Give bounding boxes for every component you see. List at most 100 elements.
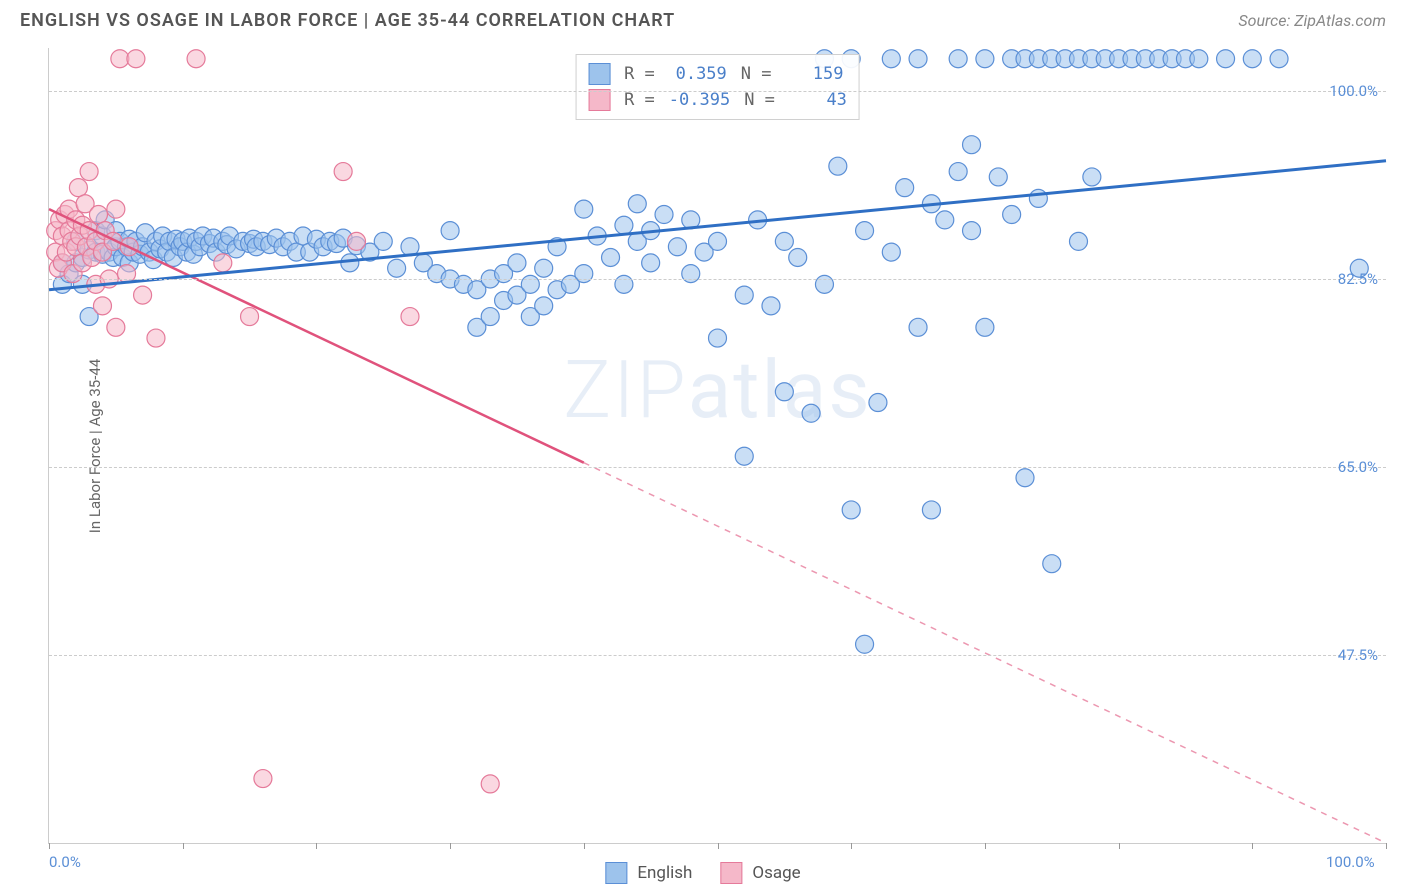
x-tick-mark	[1119, 843, 1120, 849]
swatch-english	[588, 63, 610, 85]
scatter-point	[1069, 232, 1087, 250]
gridline-h	[49, 655, 1386, 656]
chart-header: ENGLISH VS OSAGE IN LABOR FORCE | AGE 35…	[0, 0, 1406, 39]
stat-label-r: R =	[624, 90, 655, 110]
scatter-point	[254, 770, 272, 788]
scatter-point	[909, 50, 927, 68]
scatter-point	[976, 318, 994, 336]
scatter-point	[1243, 50, 1261, 68]
scatter-point	[1029, 189, 1047, 207]
scatter-point	[882, 50, 900, 68]
legend-label-osage: Osage	[752, 863, 800, 883]
scatter-point	[949, 50, 967, 68]
scatter-point	[481, 775, 499, 793]
gridline-h	[49, 279, 1386, 280]
y-tick-label: 82.5%	[1338, 270, 1378, 288]
scatter-point	[1043, 555, 1061, 573]
scatter-point	[963, 222, 981, 240]
scatter-point	[89, 206, 107, 224]
x-tick-mark	[851, 843, 852, 849]
legend-item-english: English	[605, 862, 692, 884]
scatter-point	[341, 254, 359, 272]
scatter-point	[1270, 50, 1288, 68]
scatter-point	[107, 318, 125, 336]
y-tick-label: 65.0%	[1338, 458, 1378, 476]
x-tick-mark	[718, 843, 719, 849]
legend-swatch-english	[605, 862, 627, 884]
scatter-point	[842, 501, 860, 519]
scatter-point	[535, 259, 553, 277]
scatter-point	[735, 286, 753, 304]
scatter-point	[107, 200, 125, 218]
legend-item-osage: Osage	[720, 862, 800, 884]
y-tick-label: 47.5%	[1338, 646, 1378, 664]
regression-line	[49, 161, 1386, 290]
scatter-point	[655, 206, 673, 224]
scatter-point	[134, 286, 152, 304]
scatter-point	[602, 248, 620, 266]
scatter-point	[147, 329, 165, 347]
x-tick-mark	[183, 843, 184, 849]
x-tick-mark	[985, 843, 986, 849]
scatter-point	[856, 222, 874, 240]
x-tick-mark	[49, 843, 50, 849]
x-tick-mark	[450, 843, 451, 849]
scatter-point	[69, 179, 87, 197]
chart-title: ENGLISH VS OSAGE IN LABOR FORCE | AGE 35…	[20, 10, 675, 31]
scatter-point	[1016, 469, 1034, 487]
stat-n-osage: 43	[789, 90, 847, 110]
scatter-point	[829, 157, 847, 175]
stat-label-n: N =	[744, 90, 775, 110]
scatter-point	[882, 243, 900, 261]
stats-row-english: R = 0.359 N = 159	[588, 61, 847, 87]
stat-label-r: R =	[624, 64, 655, 84]
scatter-point	[869, 394, 887, 412]
scatter-point	[909, 318, 927, 336]
scatter-point	[789, 248, 807, 266]
y-tick-label: 100.0%	[1329, 82, 1378, 100]
gridline-h	[49, 467, 1386, 468]
scatter-point	[334, 163, 352, 181]
scatter-point	[93, 297, 111, 315]
scatter-point	[127, 50, 145, 68]
scatter-point	[508, 254, 526, 272]
x-tick-mark	[1386, 843, 1387, 849]
legend-label-english: English	[637, 863, 692, 883]
x-tick-label: 0.0%	[49, 853, 81, 871]
scatter-point	[775, 383, 793, 401]
stat-r-english: 0.359	[669, 64, 727, 84]
scatter-point	[1083, 168, 1101, 186]
stat-label-n: N =	[741, 64, 772, 84]
scatter-svg	[49, 48, 1386, 843]
x-tick-mark	[316, 843, 317, 849]
scatter-point	[628, 195, 646, 213]
scatter-point	[1190, 50, 1208, 68]
x-tick-label: 100.0%	[1326, 853, 1375, 871]
swatch-osage	[588, 89, 610, 111]
scatter-point	[709, 232, 727, 250]
x-tick-mark	[1252, 843, 1253, 849]
scatter-point	[80, 163, 98, 181]
bottom-legend: English Osage	[605, 862, 800, 884]
gridline-h	[49, 91, 1386, 92]
scatter-point	[441, 222, 459, 240]
scatter-point	[575, 200, 593, 218]
scatter-point	[1003, 206, 1021, 224]
scatter-point	[401, 308, 419, 326]
scatter-point	[976, 50, 994, 68]
scatter-point	[535, 297, 553, 315]
scatter-point	[1217, 50, 1235, 68]
scatter-point	[642, 254, 660, 272]
scatter-point	[775, 232, 793, 250]
scatter-point	[949, 163, 967, 181]
scatter-point	[709, 329, 727, 347]
scatter-point	[936, 211, 954, 229]
x-tick-mark	[584, 843, 585, 849]
scatter-point	[762, 297, 780, 315]
scatter-point	[802, 404, 820, 422]
scatter-point	[615, 216, 633, 234]
scatter-point	[348, 232, 366, 250]
correlation-stats-box: R = 0.359 N = 159 R = -0.395 N = 43	[575, 54, 860, 120]
scatter-point	[241, 308, 259, 326]
scatter-point	[735, 447, 753, 465]
